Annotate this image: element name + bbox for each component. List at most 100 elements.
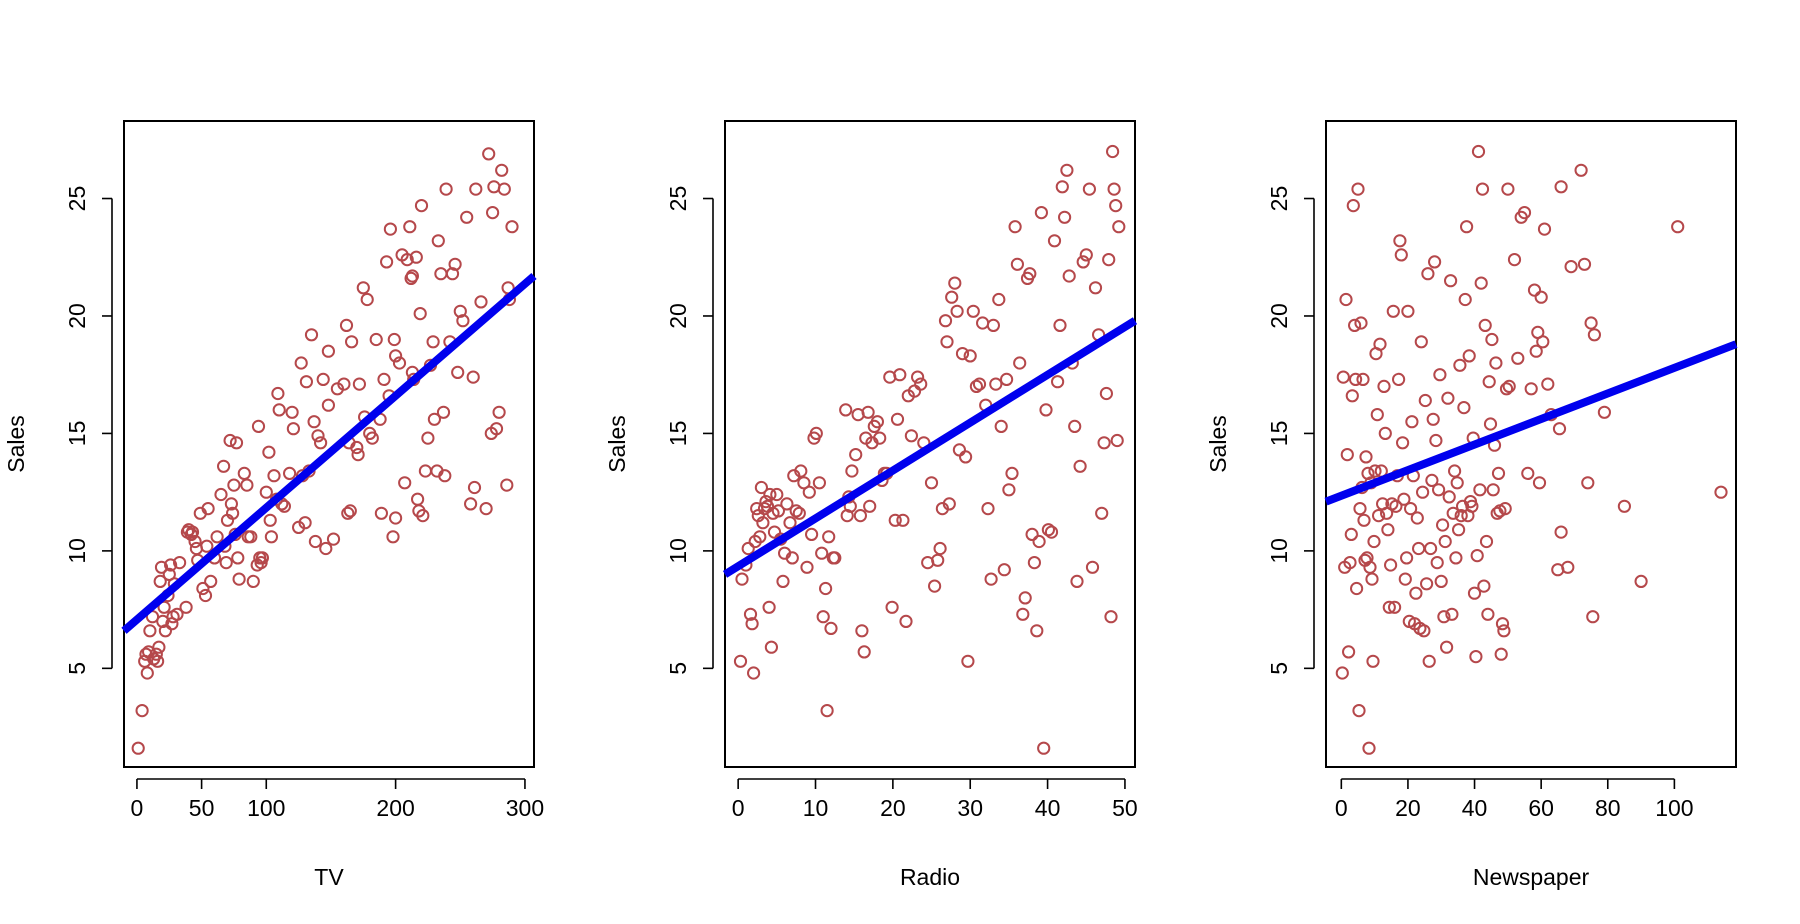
data-point — [1462, 349, 1476, 363]
data-point — [380, 255, 394, 269]
data-point — [411, 492, 425, 506]
data-point — [952, 443, 967, 457]
data-point — [797, 476, 811, 490]
data-point — [492, 405, 506, 419]
x-tick-label: 80 — [1595, 795, 1621, 821]
data-point — [1013, 356, 1027, 370]
x-tick-label: 0 — [1335, 795, 1348, 821]
data-point — [214, 487, 228, 502]
data-point — [1400, 551, 1414, 565]
data-point — [1336, 370, 1350, 384]
data-point — [1426, 412, 1440, 426]
data-point — [1034, 206, 1049, 220]
data-point — [767, 525, 782, 539]
data-point — [955, 347, 970, 361]
data-point — [1417, 624, 1431, 638]
data-point — [1393, 234, 1407, 248]
data-point — [143, 624, 157, 638]
data-point — [271, 386, 285, 401]
data-point — [196, 581, 210, 596]
data-point — [853, 508, 868, 523]
data-point — [217, 459, 231, 473]
data-point — [1367, 534, 1381, 549]
data-point — [914, 377, 928, 391]
fit-line-layer — [722, 317, 1138, 578]
data-point — [1469, 650, 1483, 664]
data-point — [1473, 483, 1487, 497]
y-tick-label: 15 — [1266, 421, 1292, 447]
data-point — [1446, 506, 1460, 520]
data-point — [1109, 199, 1123, 213]
data-point — [365, 431, 379, 445]
data-point — [764, 640, 779, 654]
x-tick-label: 0 — [732, 795, 745, 821]
data-point — [1532, 476, 1547, 490]
x-tick-label: 20 — [1395, 795, 1421, 821]
data-point — [263, 513, 277, 527]
data-point — [1102, 253, 1116, 267]
data-point — [1382, 600, 1396, 614]
data-point — [1354, 316, 1368, 330]
data-point — [924, 476, 939, 490]
x-axis-label: Newspaper — [1473, 864, 1590, 890]
data-point — [1479, 534, 1494, 549]
data-point — [482, 147, 496, 161]
panel-tv: 0 50 100 200 300 5 10 15 20 25 TV Sales — [3, 120, 544, 890]
data-point — [997, 563, 1011, 577]
data-point — [469, 182, 483, 196]
data-point — [489, 422, 504, 436]
data-point — [1106, 144, 1120, 159]
data-point — [414, 199, 429, 213]
data-point — [1441, 391, 1455, 405]
data-point — [1044, 525, 1059, 539]
data-point — [1365, 572, 1379, 586]
data-point — [1485, 332, 1499, 347]
data-point — [486, 206, 500, 220]
data-point — [356, 281, 370, 295]
data-point — [972, 377, 987, 391]
data-point — [1060, 163, 1074, 177]
data-point — [1030, 624, 1044, 638]
data-point — [745, 617, 759, 631]
data-point — [948, 276, 962, 290]
data-point — [896, 513, 910, 527]
data-point — [286, 422, 300, 436]
data-point — [156, 614, 170, 629]
data-point — [885, 600, 899, 614]
data-point — [219, 556, 233, 570]
data-point — [505, 220, 519, 234]
data-point — [345, 335, 359, 349]
data-point — [403, 220, 417, 234]
data-point — [1438, 534, 1452, 549]
data-point — [753, 530, 767, 544]
data-point — [1458, 292, 1472, 307]
data-point — [229, 436, 244, 450]
data-point — [464, 497, 478, 511]
data-point — [1577, 257, 1592, 271]
data-point — [314, 436, 328, 450]
data-point — [1671, 220, 1685, 234]
data-point — [1389, 499, 1403, 513]
data-point — [1377, 379, 1391, 393]
data-point — [474, 295, 488, 309]
data-point — [945, 290, 959, 304]
data-point — [966, 304, 980, 318]
data-point — [387, 332, 401, 347]
data-point — [1053, 318, 1067, 332]
data-point — [1368, 464, 1382, 478]
data-point — [792, 506, 806, 520]
data-point — [950, 304, 964, 318]
data-point — [153, 574, 167, 589]
data-point — [1495, 617, 1510, 631]
x-tick-label: 50 — [1112, 795, 1138, 821]
data-point — [763, 487, 777, 502]
data-point — [733, 654, 748, 668]
y-tick-label: 20 — [1266, 303, 1292, 329]
data-point — [1440, 640, 1454, 654]
data-point — [1392, 372, 1406, 386]
data-point — [1398, 572, 1412, 586]
data-point — [815, 546, 829, 560]
data-point — [451, 365, 465, 379]
data-point — [1450, 476, 1464, 490]
